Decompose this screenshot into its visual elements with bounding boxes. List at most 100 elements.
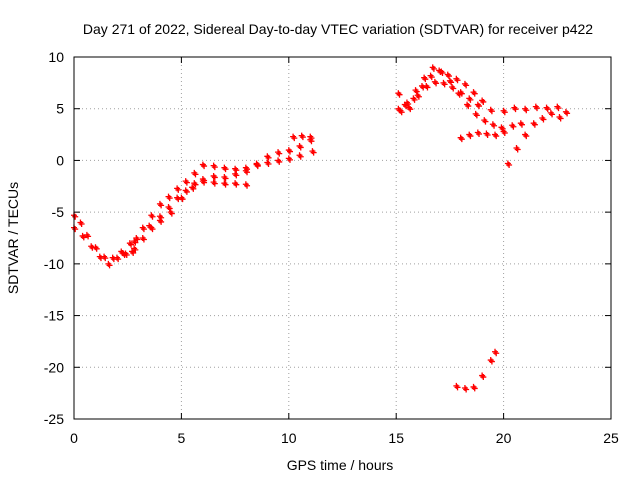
data-point	[156, 213, 165, 221]
data-point	[182, 178, 190, 186]
data-point	[395, 90, 403, 98]
data-point	[210, 179, 218, 187]
data-point	[530, 120, 538, 128]
data-point	[547, 109, 556, 118]
y-tick-label: 0	[56, 152, 64, 168]
data-point	[128, 248, 137, 256]
plot-frame	[73, 56, 612, 420]
data-point	[418, 82, 427, 91]
data-point	[156, 200, 165, 209]
data-point	[472, 110, 480, 119]
data-point	[126, 240, 135, 248]
data-point	[253, 161, 261, 170]
series-track-6	[290, 132, 315, 142]
data-point	[182, 187, 190, 195]
data-point	[232, 180, 240, 188]
data-point	[290, 133, 298, 142]
data-point	[414, 92, 422, 100]
data-point	[165, 193, 173, 202]
data-point	[453, 75, 461, 84]
data-point	[307, 133, 315, 142]
data-point	[221, 173, 229, 182]
series-track-7	[395, 67, 495, 115]
y-tick-labels: -25 -20 -15 -10 -5 0 5 10	[44, 49, 64, 427]
data-point	[423, 82, 431, 91]
data-point	[470, 383, 478, 392]
data-point	[178, 194, 186, 203]
data-point	[156, 217, 165, 225]
x-tick-label: 15	[388, 430, 404, 446]
data-point	[71, 224, 79, 233]
series-track-5	[146, 178, 251, 231]
data-point	[466, 95, 474, 103]
data-point	[446, 77, 455, 86]
data-point	[532, 103, 541, 112]
data-point	[113, 254, 122, 263]
y-tick-label: -20	[44, 359, 64, 375]
data-point	[498, 124, 506, 132]
data-point	[174, 185, 182, 193]
data-point	[449, 83, 457, 92]
data-point	[79, 232, 87, 241]
data-point	[403, 99, 412, 108]
data-point	[431, 78, 440, 87]
series-track-12	[504, 109, 564, 169]
series-track-8	[395, 64, 506, 132]
data-point	[453, 382, 461, 391]
data-point	[500, 128, 508, 136]
x-tick-labels: 0 5 10 15 20 25	[70, 430, 619, 446]
data-point	[436, 67, 444, 75]
x-tick-label: 25	[603, 430, 619, 446]
data-point	[492, 131, 500, 140]
data-point	[522, 105, 530, 114]
series-track-10	[457, 120, 525, 143]
data-point	[83, 231, 92, 240]
data-point	[457, 89, 465, 97]
data-point	[77, 219, 85, 227]
data-point	[139, 235, 147, 243]
data-point	[401, 101, 409, 110]
data-point	[88, 243, 96, 251]
data-point	[307, 136, 315, 145]
data-point	[174, 194, 182, 203]
data-point	[296, 152, 304, 160]
x-tick-label: 5	[178, 430, 186, 446]
data-point	[109, 254, 117, 263]
x-axis-label: GPS time / hours	[287, 457, 394, 473]
data-point	[309, 148, 317, 156]
data-point	[470, 89, 478, 97]
data-point	[483, 130, 491, 139]
data-points	[71, 64, 571, 393]
data-point	[148, 212, 156, 220]
data-point	[461, 80, 470, 89]
data-point	[146, 222, 154, 231]
data-point	[71, 212, 79, 220]
data-point	[131, 245, 139, 253]
data-point	[395, 105, 403, 114]
series-track-9	[397, 78, 483, 116]
data-point	[481, 117, 489, 125]
data-point	[412, 87, 420, 95]
data-point	[105, 260, 113, 269]
series-track-3	[120, 136, 315, 259]
data-point	[513, 145, 521, 153]
data-point	[199, 178, 208, 186]
data-point	[406, 104, 414, 113]
data-point	[264, 159, 272, 167]
series-track-13	[453, 348, 500, 393]
data-point	[554, 103, 562, 112]
data-point	[296, 142, 304, 151]
data-point	[457, 134, 465, 143]
data-point	[191, 180, 199, 188]
x-tick-label: 0	[70, 430, 78, 446]
data-point	[455, 90, 463, 98]
data-point	[118, 248, 126, 256]
data-point	[410, 95, 418, 103]
data-point	[298, 132, 306, 141]
data-point	[165, 203, 173, 212]
data-point	[199, 161, 208, 170]
data-point	[133, 235, 141, 243]
data-point	[232, 170, 240, 179]
data-point	[210, 172, 218, 181]
